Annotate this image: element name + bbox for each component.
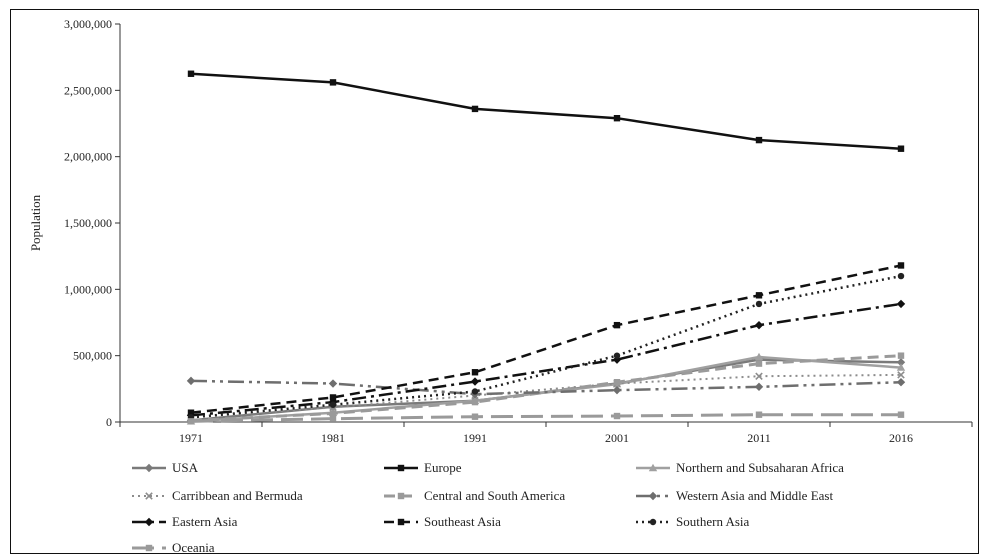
data-point-7-1 bbox=[329, 394, 337, 401]
legend-label-7: Southeast Asia bbox=[424, 514, 501, 529]
legend-label-2: Northern and Subsaharan Africa bbox=[676, 460, 844, 475]
data-point-5-4 bbox=[754, 382, 764, 392]
data-point-7-3 bbox=[613, 321, 621, 329]
x-tick-label: 1981 bbox=[321, 431, 345, 445]
y-tick-label: 0 bbox=[106, 415, 112, 429]
legend-label-6: Eastern Asia bbox=[172, 514, 238, 529]
data-point-9-2 bbox=[471, 413, 479, 420]
data-point-7-0 bbox=[187, 409, 195, 416]
data-point-3-4 bbox=[755, 372, 763, 380]
data-point-9-0 bbox=[187, 418, 195, 425]
legend-label-0: USA bbox=[172, 460, 199, 475]
data-point-9-5 bbox=[897, 411, 905, 418]
series-line-5 bbox=[190, 379, 902, 396]
legend-marker-1 bbox=[397, 464, 405, 472]
data-point-8-2 bbox=[471, 388, 479, 395]
data-point-2-4 bbox=[754, 352, 764, 361]
y-tick-label: 1,000,000 bbox=[64, 282, 112, 296]
data-point-1-1 bbox=[329, 79, 337, 86]
data-point-5-5 bbox=[896, 378, 906, 387]
data-point-3-5 bbox=[897, 371, 905, 379]
data-point-9-3 bbox=[613, 412, 621, 420]
legend-marker-2 bbox=[648, 463, 658, 472]
series-line-2 bbox=[190, 355, 902, 423]
x-tick-label: 2016 bbox=[889, 431, 913, 445]
legend-marker-4 bbox=[397, 492, 405, 500]
y-tick-label: 3,000,000 bbox=[64, 17, 112, 31]
legend-marker-9 bbox=[145, 544, 153, 552]
data-point-4-4 bbox=[755, 360, 763, 367]
legend-marker-6 bbox=[144, 517, 154, 527]
legend-label-5: Western Asia and Middle East bbox=[676, 488, 833, 503]
data-point-1-4 bbox=[755, 136, 763, 144]
legend-marker-7 bbox=[397, 518, 405, 526]
data-point-1-0 bbox=[187, 70, 195, 77]
data-point-7-2 bbox=[471, 369, 479, 376]
legend-label-1: Europe bbox=[424, 460, 462, 475]
data-point-4-1 bbox=[329, 410, 337, 417]
legend-marker-5 bbox=[648, 491, 658, 501]
series-line-8 bbox=[190, 274, 902, 419]
data-point-6-5 bbox=[896, 299, 906, 309]
data-point-0-5 bbox=[896, 358, 906, 367]
legend-label-9: Oceania bbox=[172, 540, 215, 555]
x-tick-label: 2001 bbox=[605, 431, 629, 445]
data-point-5-1 bbox=[328, 379, 338, 388]
chart-frame bbox=[10, 9, 979, 554]
data-point-4-5 bbox=[897, 352, 905, 359]
data-point-2-5 bbox=[896, 363, 906, 371]
data-point-8-3 bbox=[613, 352, 621, 359]
data-point-5-3 bbox=[612, 385, 622, 395]
data-point-9-4 bbox=[755, 411, 763, 418]
x-tick-label: 1971 bbox=[179, 431, 203, 445]
legend-label-4: Central and South America bbox=[424, 488, 565, 503]
legend-marker-0 bbox=[144, 463, 154, 473]
data-point-6-4 bbox=[754, 320, 764, 330]
data-point-6-2 bbox=[470, 377, 480, 386]
series-line-9 bbox=[190, 413, 901, 423]
y-axis-label: Population bbox=[28, 194, 43, 251]
y-tick-label: 500,000 bbox=[73, 349, 112, 363]
data-point-8-1 bbox=[329, 401, 337, 408]
data-point-5-0 bbox=[186, 376, 196, 386]
y-tick-label: 1,500,000 bbox=[64, 216, 112, 230]
series-line-7 bbox=[190, 264, 902, 414]
legend-marker-8 bbox=[649, 518, 657, 526]
data-point-9-1 bbox=[329, 415, 337, 422]
legend-label-3: Carribbean and Bermuda bbox=[172, 488, 303, 503]
data-point-1-3 bbox=[613, 114, 621, 122]
data-point-7-5 bbox=[897, 262, 905, 269]
data-point-4-3 bbox=[613, 379, 621, 386]
data-point-1-5 bbox=[897, 145, 905, 152]
x-tick-label: 2011 bbox=[747, 431, 771, 445]
data-point-7-4 bbox=[755, 292, 763, 299]
data-point-4-2 bbox=[471, 398, 479, 406]
y-tick-label: 2,000,000 bbox=[64, 150, 112, 164]
y-tick-label: 2,500,000 bbox=[64, 83, 112, 97]
data-point-1-2 bbox=[471, 105, 479, 113]
data-point-8-4 bbox=[755, 300, 763, 308]
series-line-0 bbox=[190, 358, 902, 422]
data-point-8-5 bbox=[897, 272, 905, 280]
series-line-1 bbox=[190, 72, 902, 150]
x-tick-label: 1991 bbox=[463, 431, 487, 445]
legend-marker-3 bbox=[145, 492, 153, 500]
legend-label-8: Southern Asia bbox=[676, 514, 750, 529]
series-line-6 bbox=[190, 302, 902, 417]
